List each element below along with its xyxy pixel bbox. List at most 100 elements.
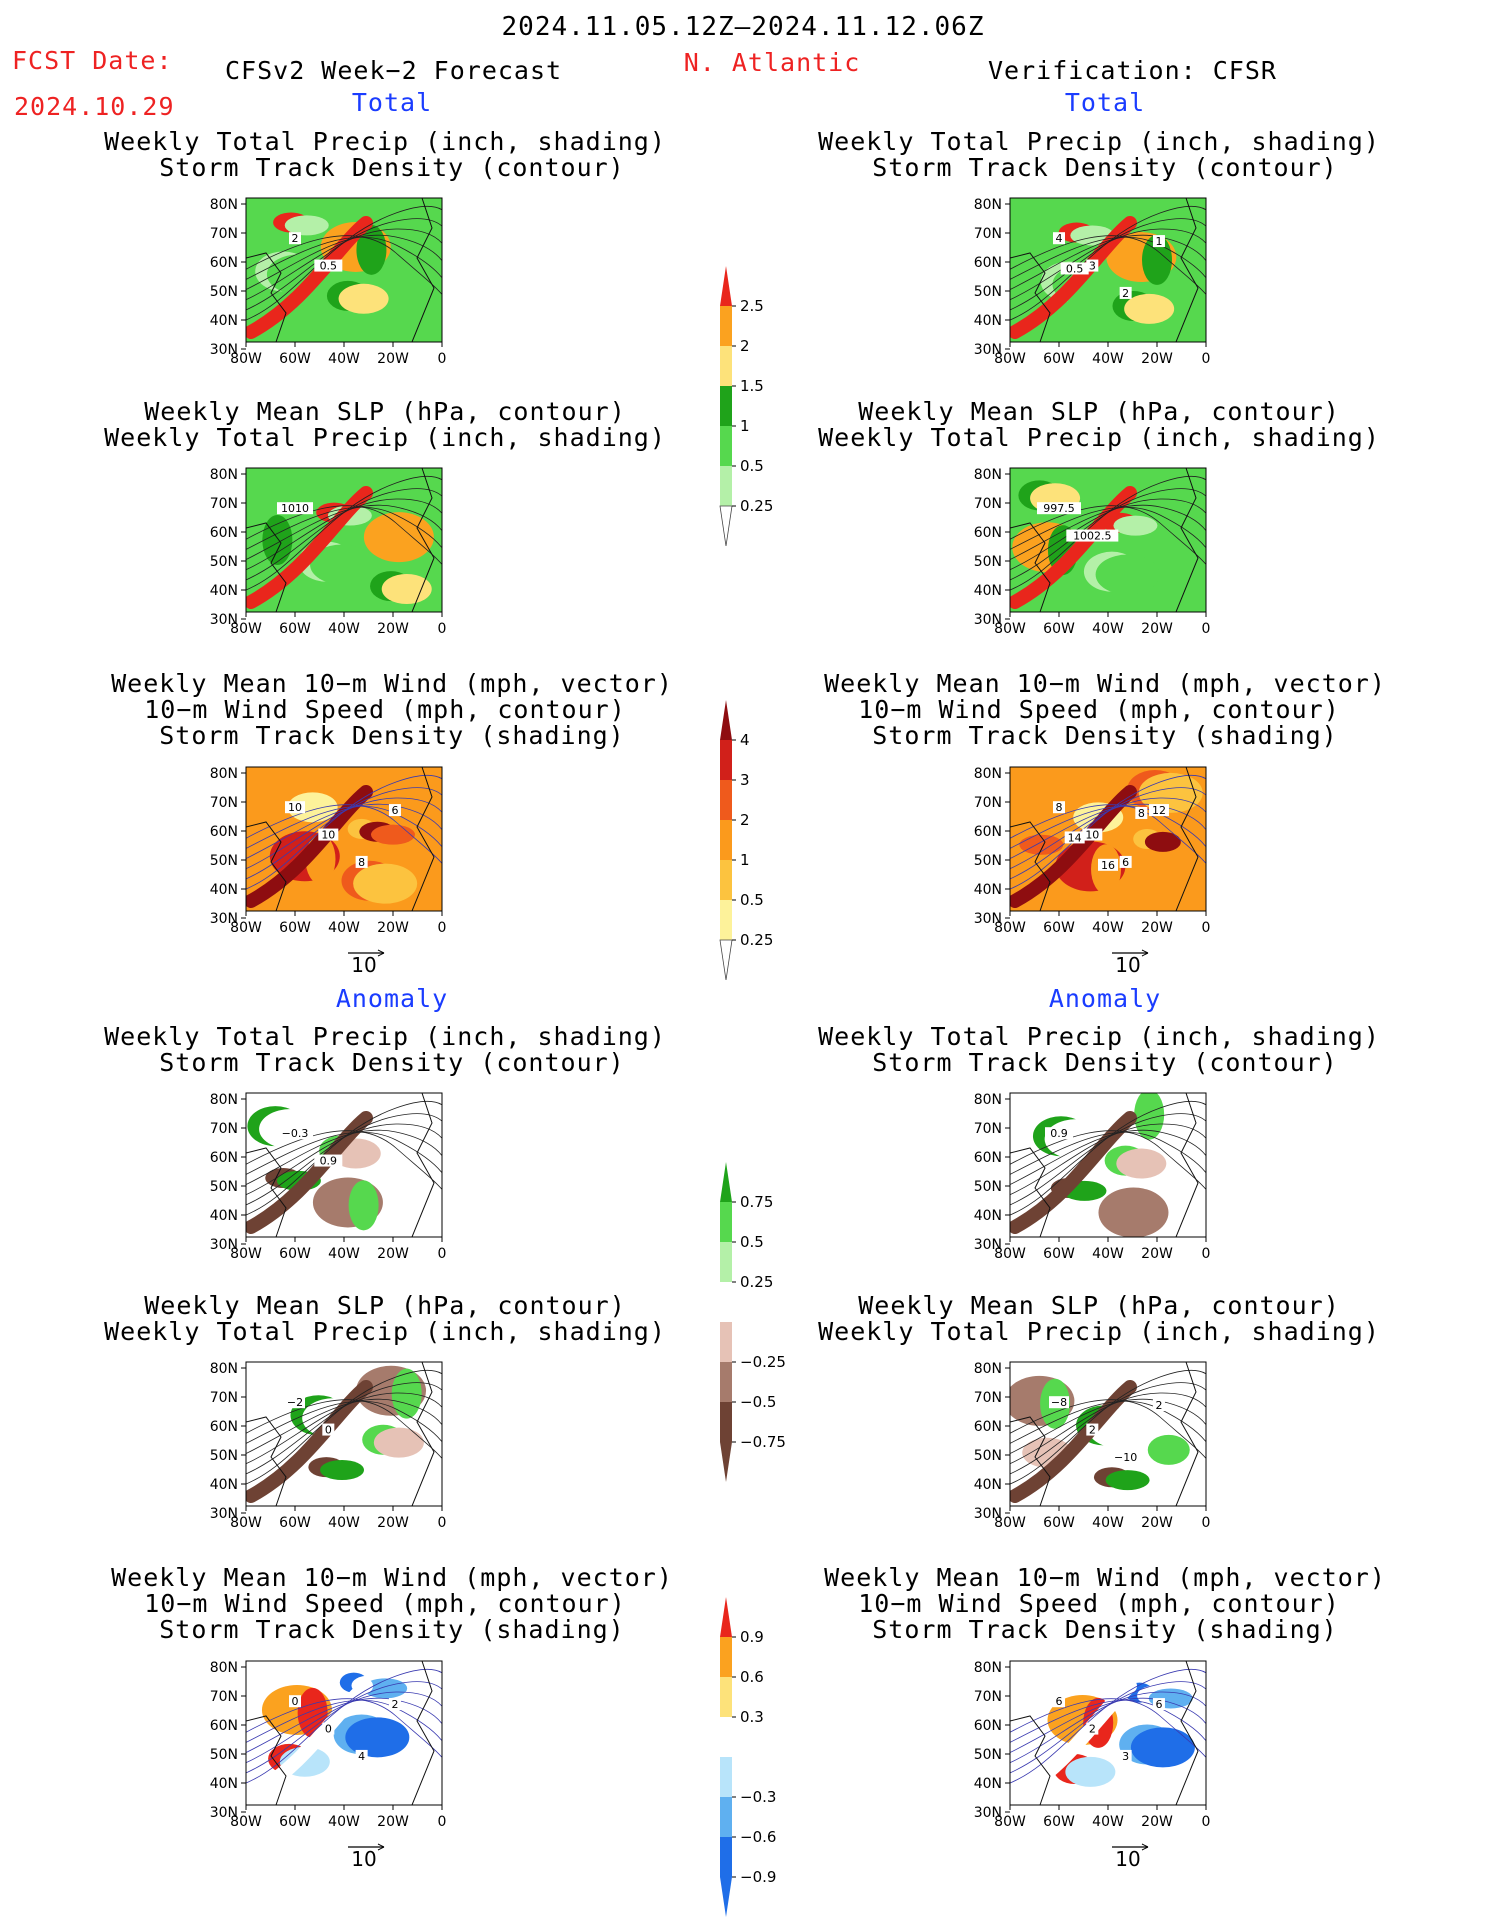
panel-title-line: Weekly Mean 10−m Wind (mph, vector) bbox=[111, 669, 673, 698]
contour-line bbox=[1010, 787, 1206, 880]
lon-tick-label: 60W bbox=[1043, 621, 1075, 637]
coastline bbox=[246, 522, 287, 612]
colorbar-label: 0.6 bbox=[740, 1668, 764, 1686]
panel-title-line: Storm Track Density (contour) bbox=[159, 153, 625, 182]
lat-tick-label: 50N bbox=[210, 853, 238, 869]
coastline bbox=[1010, 821, 1051, 911]
contour-label: −0.3 bbox=[282, 1127, 309, 1140]
contour-label-bg bbox=[314, 1154, 343, 1167]
lat-tick-label: 80N bbox=[974, 1361, 1002, 1377]
lat-tick-label: 30N bbox=[974, 342, 1002, 358]
region-title: N. Atlantic bbox=[683, 48, 861, 77]
contour-line bbox=[246, 1400, 442, 1444]
lon-tick-label: 60W bbox=[1043, 1814, 1075, 1830]
colorbar-segment bbox=[720, 1402, 732, 1442]
lat-tick-label: 40N bbox=[974, 1208, 1002, 1224]
panel-title-line: Weekly Mean SLP (hPa, contour) bbox=[858, 397, 1340, 426]
contour-label-bg bbox=[1086, 1423, 1099, 1436]
colorbar-label: 0.5 bbox=[740, 891, 764, 909]
colorbar-segment bbox=[720, 1242, 732, 1282]
contour-label-bg bbox=[355, 855, 368, 868]
contour-line bbox=[1010, 1392, 1206, 1465]
contour-line bbox=[246, 476, 442, 591]
contour-line bbox=[246, 498, 442, 571]
contour-line bbox=[246, 1669, 442, 1784]
contour-line bbox=[246, 228, 442, 301]
contour-label-bg bbox=[1060, 262, 1089, 275]
colorbar-cap bbox=[719, 505, 733, 547]
lon-tick-label: 0 bbox=[438, 351, 447, 367]
colorbar-label: −0.5 bbox=[740, 1393, 776, 1411]
lon-tick-label: 0 bbox=[438, 1246, 447, 1262]
lon-tick-label: 20W bbox=[377, 621, 409, 637]
shading-blob bbox=[363, 512, 434, 563]
contour-line bbox=[246, 1691, 442, 1764]
contour-label: 3 bbox=[1089, 260, 1096, 273]
shading-blob bbox=[1124, 293, 1175, 324]
contour-line bbox=[246, 1113, 442, 1206]
verification-title: Verification: CFSR bbox=[988, 56, 1277, 85]
contour-label-bg bbox=[318, 828, 339, 841]
lon-tick-label: 20W bbox=[377, 920, 409, 936]
contour-line bbox=[1010, 235, 1206, 296]
contour-line bbox=[246, 206, 442, 321]
lat-tick-label: 60N bbox=[210, 255, 238, 271]
panel-title-line: 10−m Wind Speed (mph, contour) bbox=[144, 695, 626, 724]
contour-label: 1002.5 bbox=[1073, 530, 1112, 543]
storm-band bbox=[246, 216, 373, 339]
lat-tick-label: 50N bbox=[974, 1747, 1002, 1763]
shading-blob bbox=[353, 863, 418, 904]
colorbar-label: 1.5 bbox=[740, 377, 764, 395]
storm-band bbox=[246, 1380, 373, 1503]
colorbar-segment bbox=[720, 900, 732, 940]
storm-band bbox=[1010, 1679, 1137, 1802]
colorbar-segment bbox=[720, 740, 732, 780]
period-title: 2024.11.05.12Z–2024.11.12.06Z bbox=[501, 12, 985, 42]
contour-label-bg bbox=[1045, 1127, 1073, 1140]
colorbar-label: −0.6 bbox=[740, 1828, 776, 1846]
colorbar-segment bbox=[720, 1757, 732, 1797]
contour-label: 4 bbox=[358, 1750, 365, 1763]
contour-line bbox=[1010, 1699, 1206, 1743]
coastline bbox=[411, 1661, 435, 1805]
lon-tick-label: 80W bbox=[230, 920, 262, 936]
coastline bbox=[1175, 1362, 1199, 1506]
colorbar-segment bbox=[720, 1637, 732, 1677]
lon-tick-label: 60W bbox=[1043, 1515, 1075, 1531]
lat-tick-label: 40N bbox=[974, 1776, 1002, 1792]
contour-label: 4 bbox=[1056, 232, 1063, 245]
contour-label-bg bbox=[285, 801, 305, 814]
colorbar-label: 0.25 bbox=[740, 931, 773, 949]
colorbar-track_total: 4 3 2 1 0.5 0.25 bbox=[719, 700, 773, 981]
vector-reference-arrowhead bbox=[1141, 949, 1149, 957]
lat-tick-label: 30N bbox=[974, 911, 1002, 927]
lon-tick-label: 20W bbox=[1141, 351, 1173, 367]
lat-tick-label: 50N bbox=[210, 1179, 238, 1195]
vector-reference-arrowhead bbox=[377, 949, 385, 957]
contour-line bbox=[246, 804, 442, 865]
lon-tick-label: 20W bbox=[1141, 1515, 1173, 1531]
contour-line bbox=[1010, 236, 1206, 280]
colorbar-label: 2 bbox=[740, 337, 750, 355]
shading-blob bbox=[345, 1717, 410, 1758]
contour-line bbox=[1010, 1698, 1206, 1759]
contour-line bbox=[246, 805, 442, 849]
vector-reference-arrowhead bbox=[1141, 1843, 1149, 1851]
contour-label-bg bbox=[277, 502, 313, 515]
contour-label: 997.5 bbox=[1043, 502, 1075, 515]
contour-line bbox=[1010, 1681, 1206, 1774]
contour-line bbox=[246, 1131, 442, 1175]
contour-line bbox=[246, 218, 442, 311]
coastline bbox=[1175, 1661, 1199, 1805]
contour-line bbox=[246, 1129, 442, 1185]
contour-label: 8 bbox=[1138, 807, 1145, 820]
lat-tick-label: 40N bbox=[974, 313, 1002, 329]
lat-tick-label: 70N bbox=[210, 1689, 238, 1705]
shading-blob bbox=[1144, 831, 1181, 852]
lat-tick-label: 80N bbox=[974, 766, 1002, 782]
colorbar-cap bbox=[720, 1597, 732, 1637]
